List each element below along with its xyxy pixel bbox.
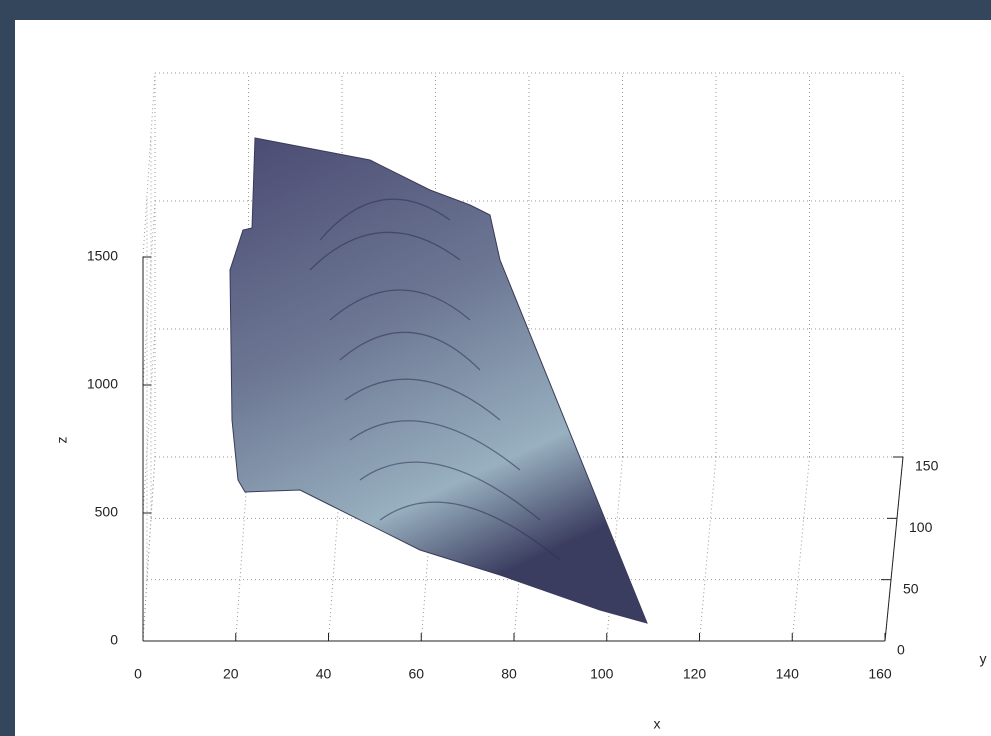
x-tick-label: 20 (223, 666, 239, 682)
z-tick-label: 0 (110, 632, 118, 648)
x-tick-label: 120 (683, 666, 707, 682)
y-axis-label: y (980, 651, 987, 667)
x-tick-label: 160 (868, 666, 892, 682)
z-tick-label: 1000 (87, 376, 118, 392)
y-tick-label: 50 (903, 580, 919, 596)
z-tick-label: 500 (95, 504, 119, 520)
x-tick-label: 40 (316, 666, 332, 682)
x-tick-label: 60 (408, 666, 424, 682)
x-tick-label: 0 (134, 666, 142, 682)
y-tick-label: 100 (909, 519, 933, 535)
chart: 0 20 40 60 80 100 120 140 160 0 500 1000 1500 0 50 100 1… (0, 0, 991, 736)
y-tick-label: 0 (897, 642, 905, 658)
y-tick-label: 150 (915, 458, 939, 474)
x-axis-label: x (654, 716, 661, 732)
x-tick-label: 100 (590, 666, 614, 682)
z-tick-label: 1500 (87, 248, 118, 264)
page: 0 20 40 60 80 100 120 140 160 0 500 1000 1500 0 50 100 1… (0, 0, 991, 736)
x-tick-label: 80 (501, 666, 517, 682)
z-axis-label: z (54, 437, 70, 444)
x-tick-label: 140 (776, 666, 800, 682)
